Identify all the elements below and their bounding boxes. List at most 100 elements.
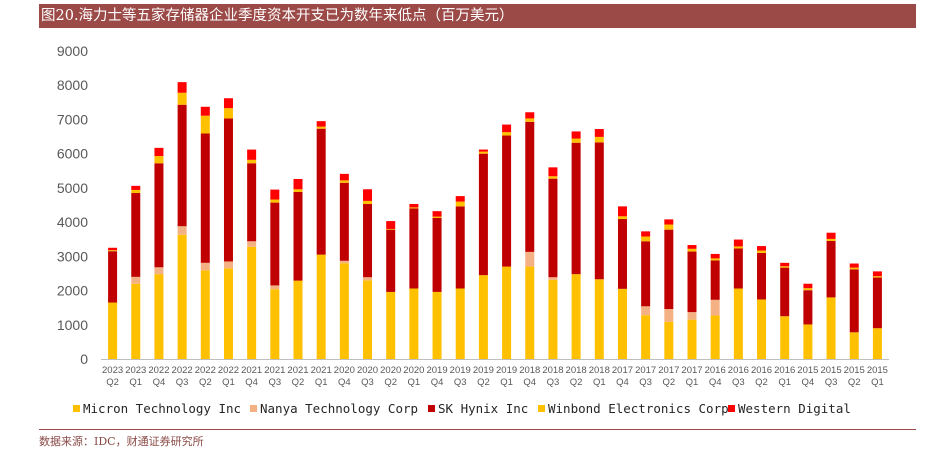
bar-8-series-0 <box>293 280 303 359</box>
bar-31-series-4 <box>826 232 836 239</box>
bar-12-series-4 <box>386 221 396 229</box>
bar-26-series-4 <box>710 253 720 259</box>
bar-29-series-3 <box>780 266 790 268</box>
x-tick-year-18: 2018 <box>519 365 540 376</box>
x-tick-year-15: 2019 <box>450 365 471 376</box>
bar-17-series-2 <box>502 135 512 267</box>
bar-11-series-1 <box>363 277 373 281</box>
bar-2-series-4 <box>154 147 164 157</box>
x-tick-year-14: 2019 <box>426 365 447 376</box>
bar-6-series-0 <box>247 246 257 359</box>
bar-29-series-4 <box>780 262 790 267</box>
x-tick-year-33: 2015 <box>867 365 888 376</box>
x-tick-year-13: 2020 <box>403 365 424 376</box>
x-tick-year-28: 2016 <box>751 365 772 376</box>
x-tick-quarter-30: Q4 <box>802 377 815 388</box>
bar-32-series-0 <box>849 332 859 359</box>
bar-9-series-2 <box>316 128 326 255</box>
x-tick-year-12: 2020 <box>380 365 401 376</box>
x-tick-year-24: 2017 <box>658 365 679 376</box>
x-tick-year-23: 2017 <box>635 365 656 376</box>
bar-17-series-4 <box>502 124 512 133</box>
bar-28-series-4 <box>757 246 767 251</box>
bar-21-series-2 <box>594 142 604 280</box>
bar-24-series-2 <box>664 229 674 310</box>
bar-19-series-2 <box>548 178 558 278</box>
legend-swatch-4 <box>728 405 735 412</box>
bar-6-series-4 <box>247 149 257 160</box>
bar-33-series-0 <box>872 328 882 359</box>
x-tick-quarter-31: Q3 <box>825 377 838 388</box>
bar-14-series-0 <box>432 291 442 359</box>
x-tick-year-11: 2020 <box>357 365 378 376</box>
y-tick-label-9: 9000 <box>57 43 88 59</box>
x-tick-quarter-7: Q3 <box>268 377 281 388</box>
bar-7-series-3 <box>270 199 280 203</box>
bar-6-series-2 <box>247 163 257 242</box>
bar-17-series-0 <box>502 266 512 359</box>
bar-22-series-3 <box>617 216 627 220</box>
x-tick-year-10: 2020 <box>334 365 355 376</box>
bar-27-series-0 <box>733 288 743 359</box>
bar-26-series-2 <box>710 260 720 300</box>
bar-8-series-2 <box>293 191 303 281</box>
x-tick-quarter-21: Q1 <box>593 377 606 388</box>
bar-7-series-1 <box>270 285 280 290</box>
x-tick-year-17: 2019 <box>496 365 517 376</box>
x-tick-quarter-9: Q1 <box>315 377 328 388</box>
legend-label-0: Micron Technology Inc <box>83 401 241 416</box>
legend-label-1: Nanya Technology Corp <box>260 401 418 416</box>
x-tick-year-4: 2022 <box>195 365 216 376</box>
bar-13-series-3 <box>409 207 419 209</box>
bar-29-series-2 <box>780 267 790 317</box>
bar-12-series-2 <box>386 229 396 292</box>
x-tick-year-1: 2023 <box>125 365 146 376</box>
bar-27-series-2 <box>733 248 743 289</box>
x-tick-year-30: 2015 <box>797 365 818 376</box>
bar-26-series-1 <box>710 299 720 316</box>
bar-22-series-2 <box>617 219 627 289</box>
title-bar: 图20.海力士等五家存储器企业季度资本开支已为数年来低点（百万美元） <box>39 4 916 28</box>
bars <box>108 82 882 359</box>
bar-4-series-3 <box>200 115 210 134</box>
bar-30-series-2 <box>803 290 813 325</box>
bar-23-series-1 <box>641 306 651 316</box>
bar-16-series-3 <box>478 151 488 154</box>
y-tick-label-8: 8000 <box>57 77 88 93</box>
x-tick-year-31: 2015 <box>820 365 841 376</box>
bar-2-series-3 <box>154 156 164 164</box>
bar-16-series-0 <box>478 275 488 359</box>
x-tick-year-21: 2018 <box>589 365 610 376</box>
bar-13-series-0 <box>409 288 419 359</box>
x-tick-quarter-12: Q2 <box>384 377 397 388</box>
bar-3-series-1 <box>177 226 187 235</box>
bar-12-series-3 <box>386 228 396 230</box>
bar-10-series-4 <box>339 173 349 181</box>
bar-20-series-4 <box>571 131 581 139</box>
x-tick-year-9: 2021 <box>311 365 332 376</box>
bar-4-series-4 <box>200 106 210 116</box>
bar-33-series-4 <box>872 271 882 277</box>
bar-12-series-0 <box>386 291 396 359</box>
bar-19-series-4 <box>548 167 558 177</box>
bar-0-series-4 <box>108 247 118 251</box>
x-tick-quarter-15: Q3 <box>454 377 467 388</box>
bar-25-series-1 <box>687 312 697 320</box>
bar-1-series-1 <box>131 276 141 284</box>
bar-30-series-4 <box>803 283 813 289</box>
bar-5-series-3 <box>223 108 233 119</box>
bar-18-series-2 <box>525 121 535 252</box>
bar-1-series-2 <box>131 193 141 277</box>
x-tick-quarter-5: Q1 <box>222 377 235 388</box>
bar-18-series-1 <box>525 251 535 267</box>
y-tick-label-3: 3000 <box>57 248 88 264</box>
bar-19-series-3 <box>548 176 558 179</box>
bar-0-series-0 <box>108 302 118 359</box>
bar-31-series-0 <box>826 297 836 359</box>
bar-24-series-4 <box>664 219 674 225</box>
bar-27-series-3 <box>733 246 743 249</box>
x-tick-year-25: 2017 <box>681 365 702 376</box>
x-tick-quarter-4: Q2 <box>199 377 212 388</box>
x-tick-quarter-27: Q3 <box>732 377 745 388</box>
bar-29-series-0 <box>780 316 790 359</box>
